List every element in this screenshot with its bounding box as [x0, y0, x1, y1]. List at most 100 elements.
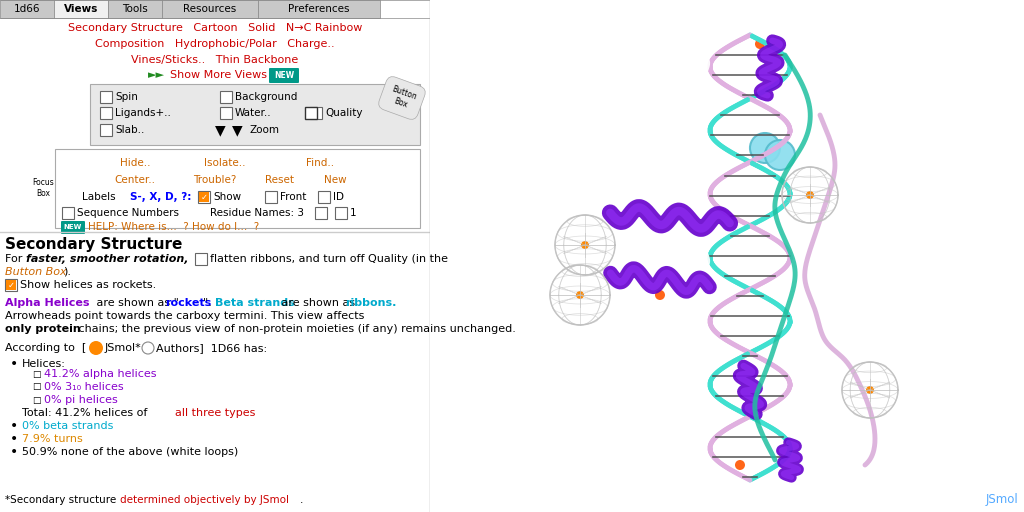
Text: Focus
Box: Focus Box	[32, 178, 54, 198]
Circle shape	[575, 291, 584, 299]
Text: Reset: Reset	[265, 175, 295, 185]
Text: S-, X, D, ?:: S-, X, D, ?:	[130, 192, 191, 202]
Text: □: □	[32, 370, 41, 378]
Text: ID: ID	[333, 192, 344, 202]
Circle shape	[89, 341, 103, 355]
Text: Show: Show	[213, 192, 241, 202]
Text: 50.9% none of the above (white loops): 50.9% none of the above (white loops)	[22, 447, 239, 457]
Text: Center..: Center..	[115, 175, 156, 185]
Circle shape	[866, 386, 873, 394]
Text: Quality: Quality	[325, 108, 362, 118]
Text: □: □	[32, 395, 41, 404]
Text: Vines/Sticks..   Thin Backbone: Vines/Sticks.. Thin Backbone	[131, 55, 299, 65]
Bar	[318, 191, 330, 203]
Text: Slab..: Slab..	[115, 125, 144, 135]
Text: Tools: Tools	[122, 4, 147, 14]
Text: Sequence Numbers: Sequence Numbers	[77, 208, 179, 218]
Text: Ligands+..: Ligands+..	[115, 108, 171, 118]
Text: Secondary Structure   Cartoon   Solid   N→C Rainbow: Secondary Structure Cartoon Solid N→C Ra…	[68, 23, 362, 33]
Text: ▼: ▼	[231, 123, 243, 137]
Text: For: For	[5, 254, 26, 264]
Text: Arrowheads point towards the carboxy termini. This view affects: Arrowheads point towards the carboxy ter…	[5, 311, 365, 321]
Text: Alpha Helices: Alpha Helices	[5, 298, 89, 308]
Text: JSmol: JSmol	[985, 494, 1018, 506]
Text: ▼: ▼	[215, 123, 225, 137]
Text: Button Box: Button Box	[5, 267, 67, 277]
Bar	[265, 191, 278, 203]
Text: chains; the previous view of non-protein moieties (if any) remains unchanged.: chains; the previous view of non-protein…	[75, 324, 516, 334]
Bar	[162, 0, 258, 18]
Text: flatten ribbons, and turn off Quality (in the: flatten ribbons, and turn off Quality (i…	[210, 254, 449, 264]
Text: Find..: Find..	[306, 158, 334, 168]
Bar	[258, 0, 380, 18]
Text: According to  [: According to [	[5, 343, 86, 353]
Bar	[62, 207, 74, 219]
Text: Button
Box: Button Box	[387, 84, 418, 112]
Text: Total: 41.2% helices of: Total: 41.2% helices of	[22, 408, 151, 418]
Text: 0% 3₁₀ helices: 0% 3₁₀ helices	[44, 382, 124, 392]
Text: Show More Views: Show More Views	[170, 70, 267, 80]
Text: Front: Front	[280, 192, 306, 202]
Circle shape	[735, 460, 745, 470]
Text: ►►: ►►	[148, 70, 165, 80]
Text: ".: ".	[203, 298, 215, 308]
Text: JSmol*: JSmol*	[105, 343, 141, 353]
Bar	[310, 107, 322, 119]
Text: Background: Background	[234, 92, 297, 102]
Bar	[198, 191, 210, 203]
Text: Labels: Labels	[82, 192, 116, 202]
Text: 0% beta strands: 0% beta strands	[22, 421, 114, 431]
Text: ✓: ✓	[201, 193, 208, 202]
Text: rockets: rockets	[165, 298, 211, 308]
Bar	[315, 207, 327, 219]
Text: Authors]  1D66 has:: Authors] 1D66 has:	[156, 343, 267, 353]
Text: Beta strands: Beta strands	[215, 298, 295, 308]
Text: are shown as: are shown as	[278, 298, 358, 308]
Text: Isolate..: Isolate..	[204, 158, 246, 168]
Bar	[108, 0, 162, 18]
Text: •: •	[10, 445, 18, 459]
Bar	[0, 0, 54, 18]
Bar	[100, 124, 112, 136]
Bar	[335, 207, 347, 219]
Text: .: .	[300, 495, 303, 505]
Circle shape	[755, 39, 765, 49]
Circle shape	[806, 191, 814, 199]
Text: all three types: all three types	[175, 408, 255, 418]
Bar	[100, 107, 112, 119]
Text: 1D66: 1D66	[440, 8, 473, 20]
Text: ✓: ✓	[7, 281, 14, 289]
Text: •: •	[10, 432, 18, 446]
Bar	[54, 0, 108, 18]
Bar	[100, 91, 112, 103]
Bar	[220, 107, 232, 119]
Bar	[55, 149, 420, 228]
Circle shape	[765, 140, 795, 170]
Text: NEW: NEW	[274, 71, 294, 79]
Bar	[195, 253, 207, 265]
Text: Spin: Spin	[115, 92, 138, 102]
FancyBboxPatch shape	[61, 221, 85, 234]
Text: Residue Names: 3: Residue Names: 3	[210, 208, 304, 218]
Text: Preferences: Preferences	[288, 4, 350, 14]
Bar	[220, 91, 232, 103]
Bar	[199, 192, 209, 202]
Text: Water..: Water..	[234, 108, 271, 118]
Text: □: □	[32, 382, 41, 392]
Text: 10 Å: 10 Å	[712, 2, 738, 14]
Text: •: •	[10, 419, 18, 433]
Text: Secondary Structure: Secondary Structure	[5, 237, 182, 251]
Text: 7.9% turns: 7.9% turns	[22, 434, 83, 444]
Text: Composition   Hydrophobic/Polar   Charge..: Composition Hydrophobic/Polar Charge..	[95, 39, 335, 49]
Text: •: •	[10, 357, 18, 371]
Text: Trouble?: Trouble?	[194, 175, 237, 185]
Text: 41.2% alpha helices: 41.2% alpha helices	[44, 369, 157, 379]
Text: Hide..: Hide..	[120, 158, 151, 168]
Text: 1d66: 1d66	[13, 4, 40, 14]
Text: Show helices as rockets.: Show helices as rockets.	[20, 280, 157, 290]
Text: ).: ).	[63, 267, 71, 277]
Bar	[6, 280, 16, 290]
Circle shape	[655, 290, 665, 300]
Bar	[90, 84, 420, 145]
Text: only protein: only protein	[5, 324, 81, 334]
